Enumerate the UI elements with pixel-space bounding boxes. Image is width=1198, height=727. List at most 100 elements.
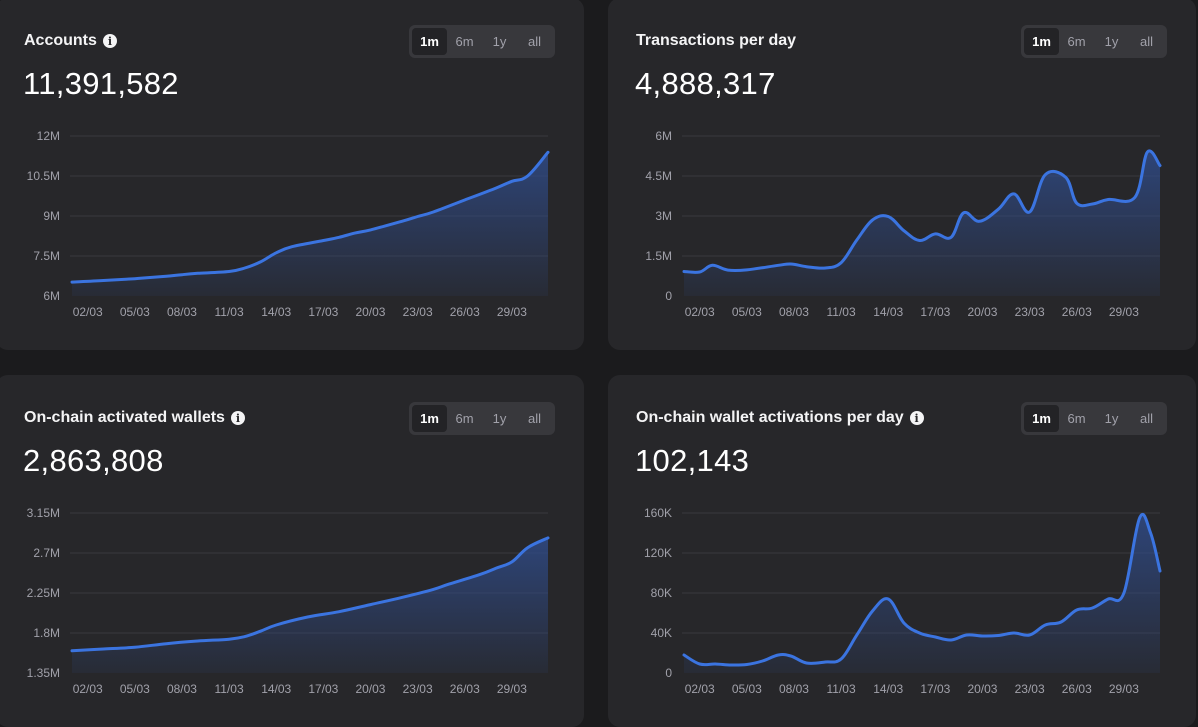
range-all-button[interactable]: all [527, 34, 541, 49]
x-tick-label: 05/03 [732, 305, 762, 319]
y-tick-label: 160K [644, 506, 672, 520]
range-all-button[interactable]: all [1139, 34, 1153, 49]
x-tick-label: 17/03 [920, 305, 950, 319]
x-tick-label: 05/03 [732, 682, 762, 696]
accounts-chart[interactable]: 12M 10.5M 9M 7.5M 6M 02/03 05/03 08/03 11/03 14/0… [0, 0, 584, 350]
range-6m-button[interactable]: 6m [1067, 34, 1086, 49]
y-tick-label: 1.5M [645, 249, 672, 263]
card-title: Transactions per day [636, 32, 796, 50]
card-value: 11,391,582 [23, 66, 179, 101]
series-area [72, 152, 548, 296]
series-line [682, 512, 1162, 667]
card-title-text: On-chain activated wallets [24, 409, 225, 426]
card-title-text: Accounts [24, 32, 97, 49]
y-tick-label: 6M [43, 289, 60, 303]
y-tick-label: 2.7M [33, 546, 60, 560]
range-selector: 1m 6m 1y all [409, 25, 555, 58]
y-tick-label: 120K [644, 546, 672, 560]
card-value: 4,888,317 [635, 66, 776, 101]
y-tick-label: 6M [655, 129, 672, 143]
range-1m-button[interactable]: 1m [1024, 28, 1059, 55]
x-tick-label: 29/03 [497, 305, 527, 319]
range-1y-button[interactable]: 1y [492, 411, 507, 426]
y-tick-label: 3.15M [27, 506, 60, 520]
series-area [684, 514, 1160, 673]
range-1m-button[interactable]: 1m [1024, 405, 1059, 432]
y-tick-label: 10.5M [27, 169, 60, 183]
x-tick-label: 02/03 [73, 682, 103, 696]
card-title: On-chain activated wallets i [24, 409, 245, 427]
series-area [684, 150, 1160, 296]
x-tick-label: 08/03 [779, 305, 809, 319]
activated-wallets-chart[interactable]: 3.15M 2.7M 2.25M 1.8M 1.35M 02/03 05/03 08/03 11… [0, 375, 584, 727]
y-tick-label: 9M [43, 209, 60, 223]
x-tick-label: 02/03 [73, 305, 103, 319]
x-tick-label: 14/03 [261, 305, 291, 319]
x-tick-label: 20/03 [355, 682, 385, 696]
y-tick-label: 0 [665, 666, 672, 680]
range-selector: 1m 6m 1y all [1021, 402, 1167, 435]
info-icon[interactable]: i [230, 411, 245, 425]
x-tick-label: 14/03 [873, 682, 903, 696]
card-title-text: On-chain wallet activations per day [636, 409, 904, 426]
x-tick-label: 23/03 [1015, 305, 1045, 319]
y-tick-label: 80K [651, 586, 672, 600]
activated-wallets-card: On-chain activated wallets i 2,863,808 1… [0, 375, 584, 727]
x-tick-label: 11/03 [215, 682, 244, 696]
x-tick-label: 05/03 [120, 305, 150, 319]
y-tick-label: 0 [665, 289, 672, 303]
card-title-text: Transactions per day [636, 32, 797, 49]
x-tick-label: 17/03 [308, 305, 338, 319]
range-selector: 1m 6m 1y all [1021, 25, 1167, 58]
x-tick-label: 20/03 [967, 682, 997, 696]
range-1y-button[interactable]: 1y [1104, 411, 1119, 426]
y-tick-label: 7.5M [33, 249, 60, 263]
x-tick-label: 23/03 [403, 305, 433, 319]
info-icon[interactable]: i [909, 411, 924, 425]
range-1m-button[interactable]: 1m [412, 28, 447, 55]
x-tick-label: 26/03 [450, 305, 480, 319]
x-tick-label: 05/03 [120, 682, 150, 696]
card-title: On-chain wallet activations per day i [636, 409, 924, 427]
x-tick-label: 11/03 [827, 305, 856, 319]
transactions-chart[interactable]: 6M 4.5M 3M 1.5M 0 02/03 05/03 08/03 11/03 14/03 17… [608, 0, 1196, 350]
y-tick-label: 12M [37, 129, 60, 143]
y-tick-label: 4.5M [645, 169, 672, 183]
y-tick-label: 2.25M [27, 586, 60, 600]
x-tick-label: 29/03 [1109, 682, 1139, 696]
range-selector: 1m 6m 1y all [409, 402, 555, 435]
x-tick-label: 26/03 [450, 682, 480, 696]
series-area [72, 537, 548, 673]
card-value: 102,143 [635, 443, 750, 478]
x-tick-label: 20/03 [355, 305, 385, 319]
y-tick-label: 40K [651, 626, 672, 640]
x-tick-label: 29/03 [1109, 305, 1139, 319]
x-tick-label: 08/03 [167, 305, 197, 319]
x-tick-label: 02/03 [685, 305, 715, 319]
x-tick-label: 08/03 [779, 682, 809, 696]
x-tick-label: 14/03 [261, 682, 291, 696]
x-tick-label: 17/03 [308, 682, 338, 696]
range-6m-button[interactable]: 6m [1067, 411, 1086, 426]
accounts-card: Accounts i 11,391,582 1m 6m 1y all 12M 10… [0, 0, 584, 350]
x-tick-label: 08/03 [167, 682, 197, 696]
info-icon[interactable]: i [102, 34, 117, 48]
card-title: Accounts i [24, 32, 117, 50]
x-tick-label: 14/03 [873, 305, 903, 319]
x-tick-label: 11/03 [215, 305, 244, 319]
range-6m-button[interactable]: 6m [455, 34, 474, 49]
y-tick-label: 3M [655, 209, 672, 223]
range-6m-button[interactable]: 6m [455, 411, 474, 426]
x-tick-label: 17/03 [920, 682, 950, 696]
transactions-card: Transactions per day 4,888,317 1m 6m 1y … [608, 0, 1196, 350]
range-1y-button[interactable]: 1y [1104, 34, 1119, 49]
series-line [70, 536, 550, 653]
range-1m-button[interactable]: 1m [412, 405, 447, 432]
range-1y-button[interactable]: 1y [492, 34, 507, 49]
x-tick-label: 11/03 [827, 682, 856, 696]
wallet-activations-chart[interactable]: 160K 120K 80K 40K 0 02/03 05/03 08/03 11/03 14/03… [608, 375, 1196, 727]
range-all-button[interactable]: all [527, 411, 541, 426]
y-tick-label: 1.35M [27, 666, 60, 680]
range-all-button[interactable]: all [1139, 411, 1153, 426]
wallet-activations-card: On-chain wallet activations per day i 10… [608, 375, 1196, 727]
